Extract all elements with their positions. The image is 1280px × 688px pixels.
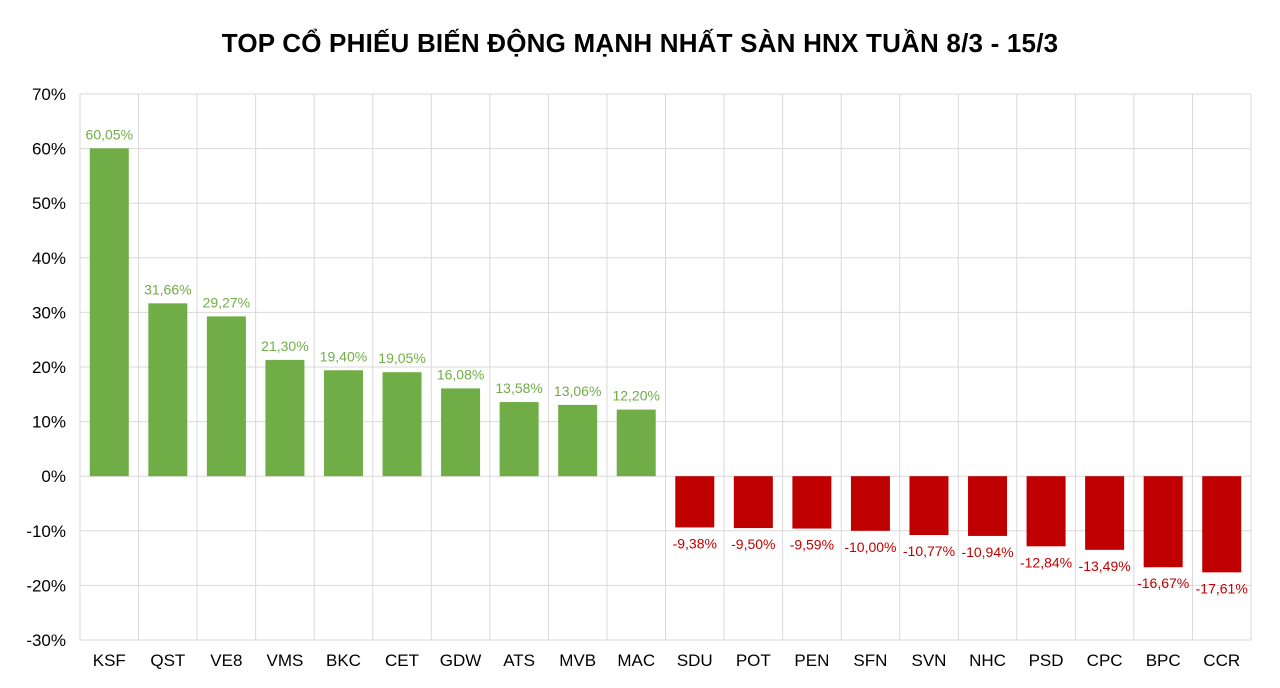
bar-bkc bbox=[323, 370, 363, 477]
x-tick-label: SDU bbox=[677, 651, 713, 670]
bar-pen bbox=[792, 476, 832, 529]
y-axis-ticks: -30% -20% -10% 0% 10% 20% 30% 40% 50% 60% 70% bbox=[26, 85, 66, 650]
data-label: -9,38% bbox=[673, 535, 717, 551]
x-tick-label: SVN bbox=[911, 651, 946, 670]
data-label: -13,49% bbox=[1079, 558, 1131, 574]
data-label: -10,00% bbox=[844, 539, 896, 555]
y-tick-label: 30% bbox=[32, 303, 66, 322]
data-label: -12,84% bbox=[1020, 554, 1072, 570]
y-tick-label: -20% bbox=[26, 576, 66, 595]
bar-pot bbox=[733, 476, 773, 529]
y-tick-label: 60% bbox=[32, 140, 66, 159]
bar-vms bbox=[265, 359, 305, 477]
data-label: 29,27% bbox=[203, 294, 250, 310]
x-tick-label: VE8 bbox=[210, 651, 242, 670]
bar-ccr bbox=[1202, 476, 1242, 573]
bar-mvb bbox=[558, 404, 598, 477]
x-tick-label: PSD bbox=[1029, 651, 1064, 670]
data-label: 60,05% bbox=[86, 126, 133, 142]
x-tick-label: SFN bbox=[853, 651, 887, 670]
x-axis-ticks: KSF QST VE8 VMS BKC CET GDW ATS MVB MAC SDU POT PEN S… bbox=[93, 651, 1240, 670]
x-tick-label: BPC bbox=[1146, 651, 1181, 670]
x-tick-label: ATS bbox=[503, 651, 535, 670]
x-tick-label: VMS bbox=[267, 651, 304, 670]
data-label: 19,05% bbox=[378, 350, 425, 366]
data-label: -9,50% bbox=[731, 536, 775, 552]
data-label: 31,66% bbox=[144, 281, 191, 297]
bar-nhc bbox=[968, 476, 1008, 536]
y-tick-label: -10% bbox=[26, 522, 66, 541]
y-tick-label: 50% bbox=[32, 194, 66, 213]
x-tick-label: KSF bbox=[93, 651, 126, 670]
data-label: 21,30% bbox=[261, 338, 308, 354]
x-tick-label: QST bbox=[150, 651, 185, 670]
bar-ats bbox=[499, 402, 539, 477]
bar-svn bbox=[909, 476, 949, 536]
bar-psd bbox=[1026, 476, 1066, 547]
data-label: -10,77% bbox=[903, 543, 955, 559]
x-tick-label: POT bbox=[736, 651, 771, 670]
x-tick-label: NHC bbox=[969, 651, 1006, 670]
x-tick-label: MVB bbox=[559, 651, 596, 670]
data-label: 16,08% bbox=[437, 366, 484, 382]
y-tick-label: 0% bbox=[41, 467, 66, 486]
bar-cpc bbox=[1085, 476, 1125, 550]
gridlines bbox=[79, 93, 1252, 641]
x-tick-label: CCR bbox=[1203, 651, 1240, 670]
y-tick-label: 10% bbox=[32, 413, 66, 432]
data-label: 13,06% bbox=[554, 383, 601, 399]
data-label: -16,67% bbox=[1137, 575, 1189, 591]
bar-bpc bbox=[1143, 476, 1183, 568]
bar-sdu bbox=[675, 476, 715, 528]
data-labels: 60,05% 31,66% 29,27% 21,30% 19,40% 19,05% 16,0… bbox=[86, 126, 1248, 596]
data-label: -10,94% bbox=[961, 544, 1013, 560]
bar-ksf bbox=[89, 148, 129, 477]
data-label: 12,20% bbox=[612, 388, 659, 404]
bar-sfn bbox=[850, 476, 890, 531]
bar-ve8 bbox=[206, 316, 246, 477]
y-tick-label: -30% bbox=[26, 631, 66, 650]
bar-qst bbox=[148, 303, 188, 477]
x-tick-label: MAC bbox=[617, 651, 655, 670]
x-tick-label: CPC bbox=[1087, 651, 1123, 670]
x-tick-label: PEN bbox=[794, 651, 829, 670]
bars bbox=[89, 148, 1242, 573]
y-tick-label: 70% bbox=[32, 85, 66, 104]
x-tick-label: GDW bbox=[440, 651, 482, 670]
bar-mac bbox=[616, 409, 656, 477]
bar-cet bbox=[382, 372, 422, 477]
x-tick-label: CET bbox=[385, 651, 419, 670]
data-label: -17,61% bbox=[1196, 580, 1248, 596]
data-label: 13,58% bbox=[495, 380, 542, 396]
bar-gdw bbox=[441, 388, 481, 477]
data-label: 19,40% bbox=[320, 348, 367, 364]
chart-title: TOP CỔ PHIẾU BIẾN ĐỘNG MẠNH NHẤT SÀN HNX… bbox=[221, 28, 1059, 58]
y-tick-label: 40% bbox=[32, 249, 66, 268]
data-label: -9,59% bbox=[790, 537, 834, 553]
x-tick-label: BKC bbox=[326, 651, 361, 670]
y-tick-label: 20% bbox=[32, 358, 66, 377]
